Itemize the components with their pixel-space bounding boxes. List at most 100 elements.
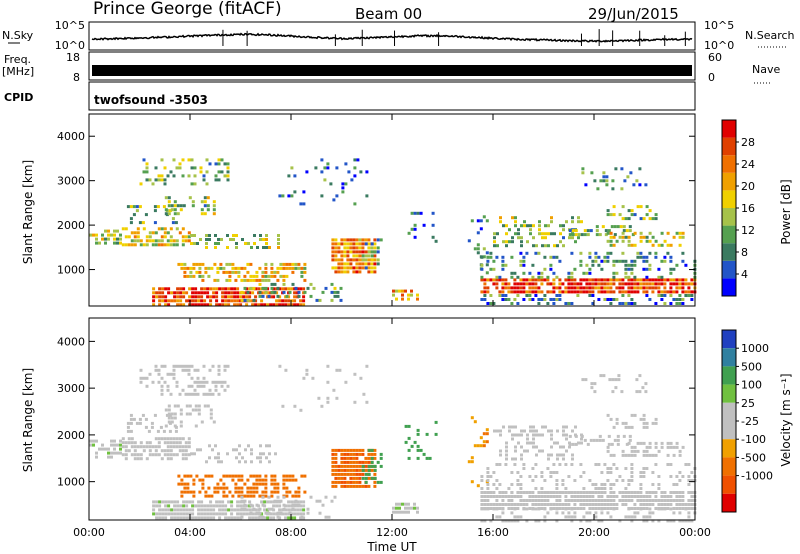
velocity-cell (645, 507, 649, 510)
power-cell (240, 290, 244, 294)
power-cell (221, 287, 225, 291)
power-cell (335, 166, 339, 170)
velocity-cell (525, 503, 529, 506)
velocity-cell (645, 515, 649, 519)
velocity-cell (636, 491, 640, 494)
velocity-cell (188, 404, 192, 408)
velocity-cell (255, 482, 259, 486)
power-cell (645, 259, 649, 263)
power-cell (681, 302, 685, 305)
velocity-cell (633, 495, 637, 498)
velocity-cell (231, 474, 235, 478)
velocity-cell (315, 499, 319, 503)
power-cell (681, 259, 685, 263)
velocity-cell (606, 507, 610, 510)
power-cell (104, 241, 107, 245)
velocity-cell (511, 437, 514, 441)
power-cell (145, 162, 149, 166)
velocity-cell (534, 503, 538, 506)
velocity-cell (276, 511, 280, 515)
power-cell (270, 262, 274, 266)
power-cell (373, 262, 377, 266)
velocity-cell (568, 445, 571, 449)
velocity-cell (633, 515, 637, 519)
velocity-cell (250, 460, 253, 464)
power-cell (265, 246, 268, 249)
velocity-cell (172, 441, 176, 445)
power-cell (170, 291, 174, 295)
power-cell (204, 270, 208, 274)
power-cell (401, 293, 404, 297)
power-cell (538, 220, 541, 224)
power-cell (678, 286, 682, 290)
velocity-cell (346, 484, 350, 488)
velocity-cell (199, 380, 203, 384)
power-cell (264, 286, 268, 290)
power-cell (236, 291, 240, 295)
velocity-cell (541, 425, 544, 429)
velocity-cell (624, 491, 628, 494)
power-cell (573, 290, 577, 294)
power-cell (212, 208, 216, 212)
velocity-cell (651, 491, 655, 494)
power-cell (513, 298, 517, 301)
velocity-cell (519, 499, 523, 502)
colorbar-tick-label: 1000 (741, 342, 769, 355)
velocity-cell (172, 364, 176, 368)
power-cell (237, 274, 241, 278)
power-cell (156, 205, 160, 209)
velocity-cell (182, 500, 186, 504)
power-cell (621, 231, 625, 235)
power-cell (182, 295, 186, 299)
power-cell (537, 290, 541, 294)
velocity-cell (654, 491, 658, 494)
velocity-cell (252, 482, 256, 486)
velocity-cell (603, 503, 607, 506)
velocity-cell (255, 490, 259, 494)
velocity-cell (562, 429, 565, 433)
velocity-cell (675, 495, 679, 498)
velocity-cell (273, 486, 277, 490)
power-cell (270, 270, 274, 274)
power-cell (216, 266, 220, 270)
velocity-cell (349, 484, 353, 488)
power-cell (625, 229, 629, 233)
velocity-cell (211, 392, 215, 396)
velocity-cell (270, 474, 274, 478)
velocity-cell (352, 452, 356, 456)
colorbar-tick-label: 24 (741, 158, 755, 171)
power-cell (291, 282, 295, 286)
velocity-cell (675, 475, 679, 478)
power-cell (320, 170, 324, 174)
velocity-cell (639, 507, 643, 511)
cpid-label: CPID (4, 91, 33, 104)
power-cell (303, 290, 307, 294)
velocity-cell (352, 456, 356, 460)
power-cell (663, 278, 667, 282)
velocity-cell (513, 495, 517, 498)
power-cell (214, 162, 218, 166)
power-cell (633, 243, 637, 247)
velocity-cell (633, 507, 637, 510)
velocity-cell (561, 483, 565, 486)
power-cell (570, 271, 574, 275)
velocity-cell (218, 508, 222, 512)
velocity-cell (236, 504, 240, 508)
velocity-cell (540, 491, 544, 494)
velocity-cell (594, 499, 598, 502)
colorbar-segment (722, 439, 736, 458)
power-cell (549, 298, 553, 301)
velocity-cell (630, 491, 634, 494)
power-cell (498, 290, 502, 294)
velocity-cell (618, 475, 622, 478)
power-cell (564, 286, 568, 290)
power-cell (651, 217, 655, 221)
power-cell (630, 259, 634, 263)
velocity-cell (648, 507, 652, 511)
velocity-cell (648, 491, 652, 494)
power-cell (627, 275, 631, 279)
velocity-cell (340, 460, 344, 464)
velocity-cell (593, 390, 597, 394)
velocity-cell (331, 456, 335, 460)
power-cell (407, 231, 411, 235)
